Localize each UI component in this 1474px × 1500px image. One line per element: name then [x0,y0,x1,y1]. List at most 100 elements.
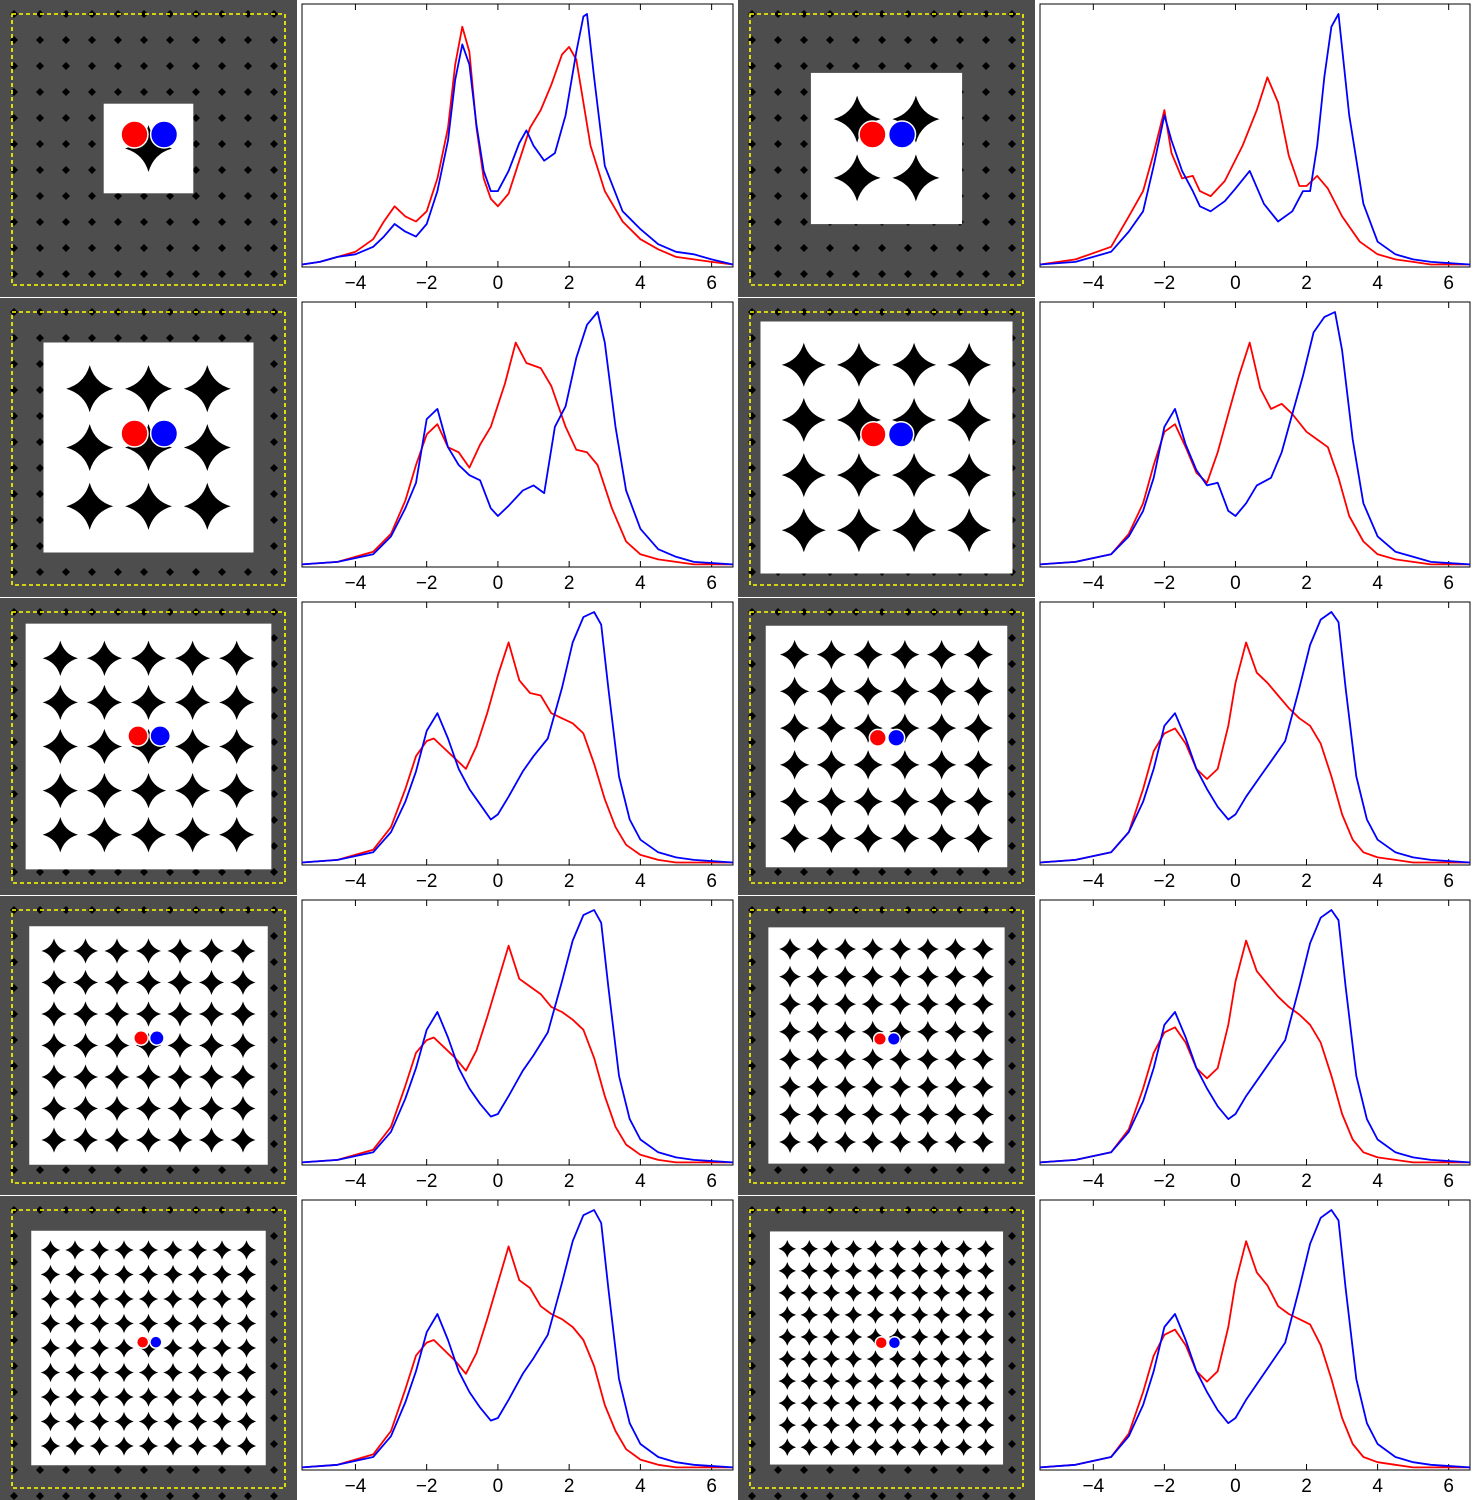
background-dot-icon [1008,62,1016,70]
antidot-icon [910,1284,929,1302]
antidot-icon [779,1048,802,1071]
antidot-icon [236,1264,257,1285]
background-dot-icon [114,270,122,278]
antidot-icon [834,1103,857,1126]
antidot-icon [916,1075,939,1098]
background-dot-icon [800,36,808,44]
dos-chart: −4 −2 0 2 4 6 [1039,3,1471,294]
antidot-icon [212,1338,232,1358]
antidot-icon [187,1436,208,1456]
background-dot-icon [982,114,990,122]
background-dot-icon [270,88,278,96]
antidot-icon [971,1048,994,1071]
blue-series-line [1039,909,1471,1164]
x-tick-label: −4 [1082,1171,1104,1192]
antidot-icon [163,1362,183,1383]
dos-chart: −4 −2 0 2 4 6 [1039,899,1471,1192]
antidot-icon [888,1306,907,1324]
blue-series-line [1039,311,1471,566]
background-dot-icon [166,192,174,200]
background-dot-icon [956,270,964,278]
antidot-icon [779,965,802,988]
antidot-icon [910,1262,929,1280]
antidot-icon [778,1372,797,1390]
background-dot-icon [140,868,148,876]
x-tick-label: −4 [345,871,367,892]
plot-frame [301,601,734,866]
antidot-icon [963,823,994,854]
background-dot-icon [218,166,226,174]
antidot-icon [41,1032,67,1059]
background-dot-icon [62,608,70,616]
x-tick-label: 0 [493,573,504,594]
background-dot-icon [982,868,990,876]
background-dot-icon [982,192,990,200]
antidot-icon [236,1240,257,1260]
antidot-icon [853,750,883,780]
antidot-icon [781,342,826,387]
antidot-icon [104,1001,130,1027]
antidot-icon [230,1095,256,1122]
background-dot-icon [166,36,174,44]
antidot-icon [86,817,123,853]
x-tick-label: −4 [1082,273,1104,294]
blue-series-line [301,611,734,864]
x-tick-label: 4 [1372,871,1383,892]
antidot-icon [866,1372,885,1390]
antidot-icon [834,1020,857,1043]
antidot-icon [198,1064,225,1090]
blue-site-marker-icon [887,1336,902,1350]
background-dot-icon [1008,36,1016,44]
background-dot-icon [140,308,148,316]
background-dot-icon [982,308,990,316]
antidot-icon [853,713,883,743]
background-dot-icon [192,218,200,226]
antidot-icon [236,1289,257,1309]
background-dot-icon [1008,270,1016,278]
antidot-icon [971,1020,994,1043]
red-site-marker-icon [874,1336,888,1350]
antidot-icon [822,1284,841,1302]
antidot-icon [130,817,167,853]
antidot-icon [124,423,173,472]
x-tick-label: −2 [1154,1476,1176,1497]
background-dot-icon [36,438,44,446]
background-dot-icon [62,568,70,576]
background-dot-icon [36,140,44,148]
antidot-icon [932,1372,951,1390]
antidot-icon [844,1328,863,1346]
antidot-icon [779,1103,802,1126]
antidot-icon [198,1095,225,1122]
antidot-icon [890,750,920,780]
antidot-icon [890,786,920,817]
background-dot-icon [218,114,226,122]
background-dot-icon [904,36,912,44]
x-tick-label: −4 [1082,573,1104,594]
antidot-icon [947,342,992,387]
background-dot-icon [1008,1492,1016,1500]
background-dot-icon [270,1140,278,1148]
antidot-icon [889,1020,912,1043]
background-dot-icon [62,192,70,200]
antidot-icon [86,640,123,676]
antidot-icon [187,1362,208,1383]
antidot-icon [910,1239,929,1258]
antidot-icon [65,1436,85,1456]
antidot-icon [806,965,829,988]
background-dot-icon [36,568,44,576]
background-dot-icon [62,906,70,914]
background-dot-icon [244,88,252,96]
antidot-icon [42,817,78,853]
background-dot-icon [270,712,278,720]
antidot-icon [163,1313,183,1334]
antidot-icon [163,1240,183,1260]
antidot-array [779,639,994,854]
background-dot-icon [218,218,226,226]
antidot-icon [806,1103,829,1126]
background-dot-icon [904,1466,912,1474]
background-dot-icon [270,984,278,992]
background-dot-icon [774,270,782,278]
background-dot-icon [62,88,70,96]
x-tick-label: −4 [1082,1476,1104,1497]
antidot-icon [926,823,957,854]
